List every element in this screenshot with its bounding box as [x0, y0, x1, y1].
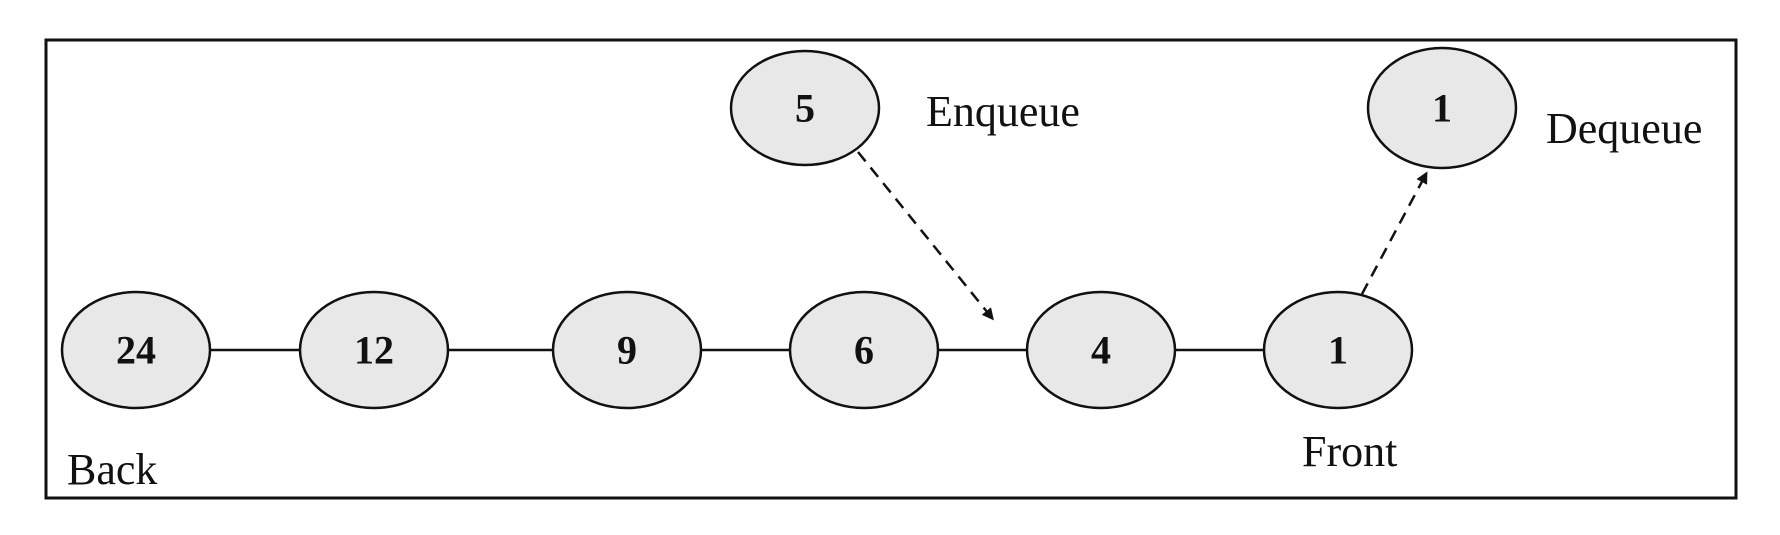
front-label: Front — [1302, 427, 1397, 476]
queue-node-shape — [298, 290, 450, 410]
enqueue-node: 5 — [729, 49, 881, 167]
queue-node-label: 1 — [1328, 328, 1348, 373]
enqueue-label: Enqueue — [926, 87, 1080, 136]
queue-node-3: 6 — [788, 290, 940, 410]
queue-node-shape — [60, 290, 212, 410]
queue-node-shape — [788, 290, 940, 410]
queue-node-5: 1 — [1262, 290, 1414, 410]
queue-node-label: 4 — [1091, 328, 1111, 373]
enqueue-arrow — [857, 151, 994, 321]
queue-node-label: 12 — [354, 328, 394, 373]
dequeue-label: Dequeue — [1546, 104, 1702, 153]
queue-node-label: 9 — [617, 328, 637, 373]
queue-node-0: 24 — [60, 290, 212, 410]
enqueue-node-label: 5 — [795, 86, 815, 131]
enqueue-node-shape — [729, 49, 881, 167]
queue-node-shape — [1025, 290, 1177, 410]
queue-node-label: 6 — [854, 328, 874, 373]
queue-node-label: 24 — [116, 328, 156, 373]
queue-node-2: 9 — [551, 290, 703, 410]
queue-node-shape — [551, 290, 703, 410]
back-label: Back — [67, 445, 157, 494]
queue-node-shape — [1262, 290, 1414, 410]
queue-node-1: 12 — [298, 290, 450, 410]
dequeue-node-label: 1 — [1432, 86, 1452, 131]
dequeue-arrow — [1360, 171, 1428, 295]
dequeue-node: 1 — [1366, 46, 1518, 170]
dequeue-node-shape — [1366, 46, 1518, 170]
queue-node-4: 4 — [1025, 290, 1177, 410]
